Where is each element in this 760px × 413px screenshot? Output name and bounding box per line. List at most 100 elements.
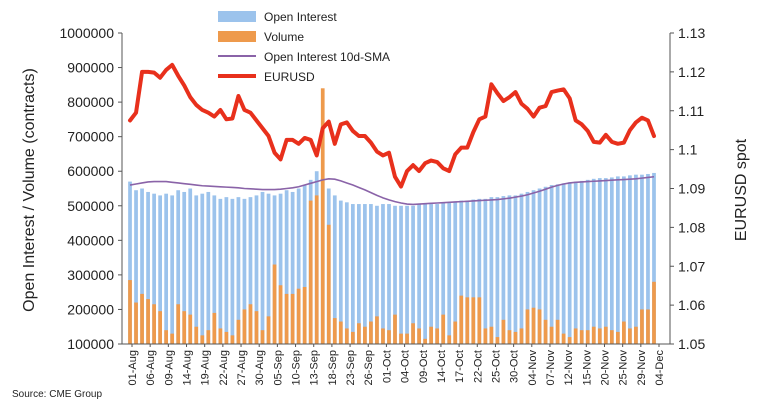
open-interest-bar <box>417 204 421 344</box>
volume-bar <box>332 318 337 344</box>
open-interest-bar <box>200 193 205 344</box>
volume-bar <box>501 319 506 344</box>
open-interest-bar <box>447 202 452 344</box>
open-interest-bars <box>128 171 656 344</box>
volume-bar <box>537 309 542 344</box>
legend-label-open-interest: Open Interest <box>264 10 337 24</box>
volume-bar <box>429 326 434 344</box>
volume-bar <box>597 328 602 344</box>
y2-tick-label: 1.12 <box>678 64 705 80</box>
volume-bar <box>272 264 277 344</box>
volume-bar <box>254 311 259 344</box>
volume-bar <box>381 328 385 344</box>
open-interest-bar <box>302 185 307 344</box>
volume-bar <box>393 314 397 344</box>
open-interest-bar <box>471 199 476 344</box>
volume-bar <box>417 328 421 344</box>
open-interest-bar <box>375 205 379 344</box>
open-interest-bar <box>640 174 644 344</box>
source-note: Source: CME Group <box>12 389 103 400</box>
open-interest-bar <box>501 196 506 344</box>
volume-bar <box>140 293 144 344</box>
volume-bar <box>164 330 169 344</box>
x-tick-label: 20-Nov <box>599 350 611 386</box>
x-tick-label: 05-Sep <box>272 350 284 385</box>
x-tick-label: 06-Aug <box>145 350 157 385</box>
open-interest-bar <box>369 204 373 344</box>
x-tick-label: 09-Aug <box>163 350 175 385</box>
x-tick-label: 04-Nov <box>527 350 539 386</box>
volume-bar <box>591 326 596 344</box>
open-interest-bar <box>495 197 500 344</box>
open-interest-bar <box>652 172 656 344</box>
open-interest-bar <box>411 205 415 344</box>
open-interest-bar <box>477 198 482 344</box>
x-tick-label: 26-Sep <box>363 350 375 385</box>
volume-bar <box>603 326 608 344</box>
x-tick-label: 23-Sep <box>345 350 357 385</box>
open-interest-bar <box>338 200 343 344</box>
volume-bar <box>634 326 638 344</box>
volume-bar <box>350 331 355 344</box>
volume-bar <box>344 328 349 344</box>
volume-bar <box>296 288 301 344</box>
volume-bar <box>176 304 181 344</box>
y-axis-ticks: 1000000 900000 800000 700000 600000 500000 400… <box>59 25 122 352</box>
open-interest-bar <box>405 205 409 344</box>
open-interest-bar <box>525 191 530 344</box>
volume-bars <box>128 88 656 344</box>
y-tick-label: 300000 <box>67 267 114 283</box>
open-interest-bar <box>140 188 144 344</box>
volume-bar <box>314 195 319 344</box>
open-interest-bar <box>399 205 403 344</box>
volume-bar <box>212 312 217 344</box>
volume-bar <box>284 293 289 344</box>
legend-swatch-volume <box>218 31 256 42</box>
volume-bar <box>465 297 470 344</box>
open-interest-bar <box>152 193 156 344</box>
open-interest-bar <box>646 173 650 344</box>
volume-bar <box>308 200 313 344</box>
volume-bar <box>375 316 379 344</box>
x-tick-label: 22-Aug <box>218 350 230 385</box>
open-interest-bar <box>357 204 361 344</box>
volume-bar <box>248 304 253 344</box>
volume-bar <box>290 293 295 344</box>
open-interest-bar <box>194 195 199 344</box>
volume-bar <box>615 331 620 344</box>
volume-bar <box>230 335 235 344</box>
x-tick-label: 30-Aug <box>254 350 266 385</box>
open-interest-bar <box>609 177 614 344</box>
volume-bar <box>483 328 488 344</box>
open-interest-bar <box>537 188 542 344</box>
x-tick-label: 01-Oct <box>381 350 393 383</box>
volume-bar <box>405 333 409 344</box>
open-interest-bar <box>164 193 169 344</box>
y-tick-label: 800000 <box>67 94 114 110</box>
y-tick-label: 700000 <box>67 129 114 145</box>
x-tick-label: 30-Oct <box>509 350 521 383</box>
volume-bar <box>525 309 530 344</box>
open-interest-bar <box>284 190 289 344</box>
volume-bar <box>224 331 229 344</box>
open-interest-bar <box>248 197 253 344</box>
x-tick-label: 09-Oct <box>418 350 430 383</box>
volume-bar <box>531 307 536 344</box>
open-interest-bar <box>278 193 283 344</box>
open-interest-bar <box>435 204 440 344</box>
x-tick-label: 01-Aug <box>127 350 139 385</box>
volume-bar <box>453 321 458 344</box>
volume-bar <box>435 328 440 344</box>
legend-label-eurusd: EURUSD <box>264 70 315 84</box>
volume-bar <box>585 330 590 344</box>
volume-bar <box>646 309 650 344</box>
open-interest-bar <box>543 186 548 344</box>
volume-bar <box>622 321 626 344</box>
open-interest-bar <box>158 195 162 344</box>
y2-tick-label: 1.05 <box>678 336 705 352</box>
y2-tick-label: 1.13 <box>678 25 705 41</box>
volume-bar <box>652 281 656 344</box>
volume-bar <box>242 309 247 344</box>
volume-bar <box>152 304 156 344</box>
open-interest-bar <box>597 178 602 344</box>
